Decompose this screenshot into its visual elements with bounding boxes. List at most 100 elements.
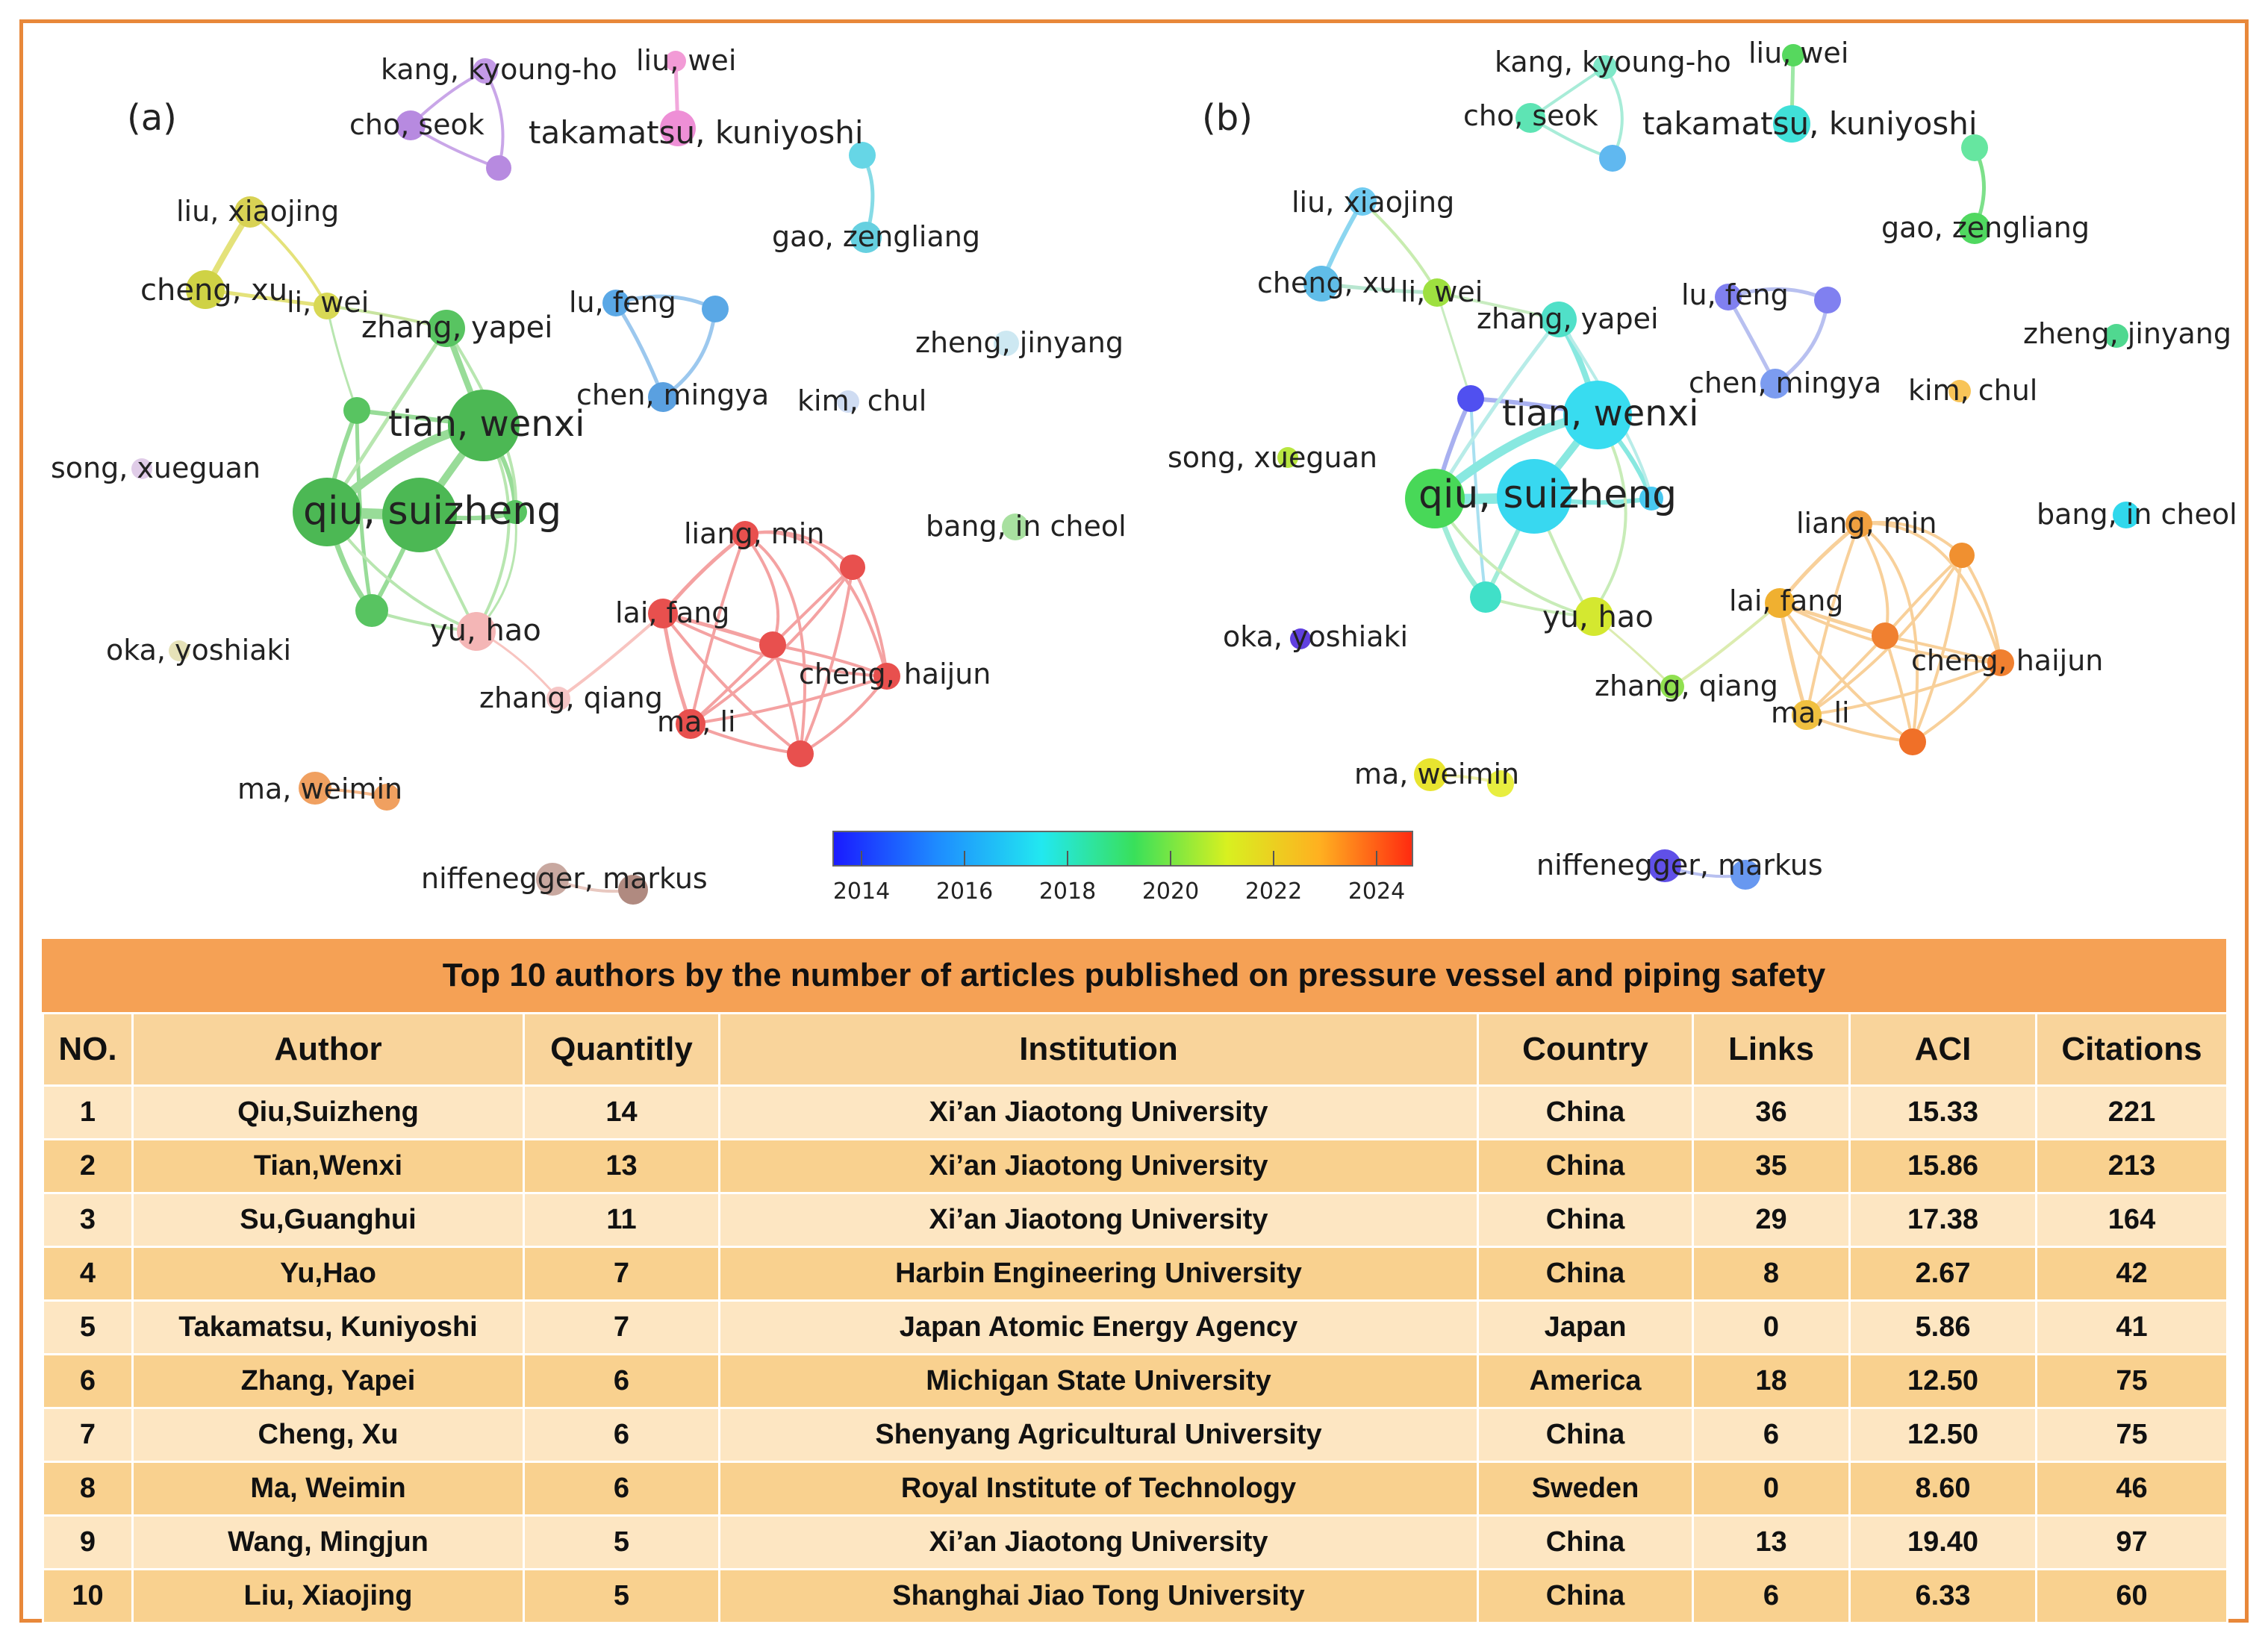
node-zheng-jinyang <box>994 331 1019 356</box>
label-a-lu-feng: lu, feng <box>569 286 676 319</box>
cell-author: Qiu,Suizheng <box>131 1084 525 1140</box>
cell-aci: 2.67 <box>1848 1246 2037 1302</box>
cell-country: China <box>1477 1407 1694 1463</box>
cell-citations: 46 <box>2035 1461 2228 1517</box>
node-b-zhang-qiang <box>1660 675 1684 699</box>
cell-no: 7 <box>42 1407 134 1463</box>
cell-author: Tian,Wenxi <box>131 1138 525 1194</box>
label-b-kang-kyoung-ho: kang, kyoung-ho <box>1495 46 1731 78</box>
colorbar-tick-2020: 2020 <box>1142 878 1199 905</box>
label-a-ma-li: ma, li <box>657 705 736 738</box>
table-row: 7 Cheng, Xu 6 Shenyang Agricultural Univers… <box>42 1407 2228 1463</box>
cell-country: Japan <box>1477 1299 1694 1355</box>
colorbar-tick-2018: 2018 <box>1039 878 1096 905</box>
node-bang-in-cheol <box>1002 513 1029 540</box>
cell-no: 4 <box>42 1246 134 1302</box>
node-b-ma-weimin-partner <box>1487 770 1514 797</box>
label-a-oka-yoshiaki: oka, yoshiaki <box>106 634 291 667</box>
cell-no: 6 <box>42 1353 134 1409</box>
node-b-qiu-suizheng <box>1405 469 1465 528</box>
cell-institution: Michigan State University <box>718 1353 1479 1409</box>
network-b: kang, kyoung-ho liu, wei cho, seok takam… <box>1168 37 2237 890</box>
cell-author: Yu,Hao <box>131 1246 525 1302</box>
cell-citations: 75 <box>2035 1407 2228 1463</box>
cell-links: 29 <box>1692 1192 1851 1248</box>
label-a-kim-chul: kim, chul <box>797 384 926 417</box>
cell-author: Cheng, Xu <box>131 1407 525 1463</box>
label-b-lu-feng: lu, feng <box>1681 278 1789 311</box>
label-b-chen-mingya: chen, mingya <box>1689 366 1881 399</box>
cell-aci: 12.50 <box>1848 1407 2037 1463</box>
cell-institution: Japan Atomic Energy Agency <box>718 1299 1479 1355</box>
label-b-zheng-jinyang: zheng, jinyang <box>2023 317 2231 350</box>
label-a-cheng-xu: cheng, xu <box>140 273 287 308</box>
label-a-niffenegger-markus: niffenegger, markus <box>421 862 708 895</box>
cell-institution: Royal Institute of Technology <box>718 1461 1479 1517</box>
cell-author: Wang, Mingjun <box>131 1514 525 1570</box>
label-b-bang-in-cheol: bang, in cheol <box>2037 498 2237 531</box>
node-green-small-3 <box>355 594 388 627</box>
table-row: 4 Yu,Hao 7 Harbin Engineering University Chi… <box>42 1246 2228 1302</box>
node-b-cyan-small-2 <box>1470 581 1501 613</box>
node-b-cyan-small <box>1639 487 1663 511</box>
label-a-ma-weimin: ma, weimin <box>237 772 402 805</box>
label-b-lai-fang: lai, fang <box>1729 584 1843 617</box>
node-b-ma-weimin <box>1414 758 1447 791</box>
node-liu-wei <box>665 51 686 72</box>
node-zhang-yapei <box>428 310 465 347</box>
node-ma-weimin <box>299 772 331 805</box>
node-cho-seok <box>396 110 426 140</box>
cell-quantity: 5 <box>523 1514 720 1570</box>
cell-no: 2 <box>42 1138 134 1194</box>
cell-quantity: 6 <box>523 1353 720 1409</box>
network-b-links <box>1319 53 2002 878</box>
label-a-gao-zengliang: gao, zengliang <box>772 220 980 253</box>
cell-links: 0 <box>1692 1299 1851 1355</box>
label-b-liu-wei: liu, wei <box>1748 37 1848 69</box>
node-b-cheng-xu <box>1303 266 1339 302</box>
node-b-su-guanghui <box>1497 459 1571 534</box>
header-no: NO. <box>42 1012 134 1087</box>
label-b-niffenegger-markus: niffenegger, markus <box>1536 849 1823 881</box>
label-b-yu-hao: yu, hao <box>1542 600 1654 634</box>
network-figure: (a) (b) <box>51 37 2237 905</box>
node-b-niffenegger-partner <box>1730 860 1760 890</box>
colorbar-tick-2024: 2024 <box>1348 878 1405 905</box>
node-b-gao-zengliang-partner <box>1961 134 1988 161</box>
cell-aci: 12.50 <box>1848 1353 2037 1409</box>
cell-no: 8 <box>42 1461 134 1517</box>
label-b-cheng-haijun: cheng, haijun <box>1911 644 2103 677</box>
panel-a-label: (a) <box>127 97 177 139</box>
header-aci: ACI <box>1848 1012 2037 1087</box>
cell-citations: 97 <box>2035 1514 2228 1570</box>
cell-quantity: 6 <box>523 1407 720 1463</box>
header-institution: Institution <box>718 1012 1479 1087</box>
table-row: 5 Takamatsu, Kuniyoshi 7 Japan Atomic Energ… <box>42 1299 2228 1355</box>
node-li-wei <box>314 293 340 319</box>
label-b-ma-li: ma, li <box>1771 696 1850 729</box>
label-b-oka-yoshiaki: oka, yoshiaki <box>1223 620 1408 653</box>
table-title: Top 10 authors by the number of articles… <box>42 939 2226 1012</box>
label-a-takamatsu-kuniyoshi: takamatsu, kuniyoshi <box>529 114 864 151</box>
table-row: 3 Su,Guanghui 11 Xi’an Jiaotong University C… <box>42 1192 2228 1248</box>
node-chen-mingya <box>648 382 678 412</box>
cell-quantity: 5 <box>523 1568 720 1624</box>
cell-institution: Shanghai Jiao Tong University <box>718 1568 1479 1624</box>
node-b-takamatsu-kuniyoshi <box>1773 105 1810 143</box>
label-b-kim-chul: kim, chul <box>1908 374 2037 407</box>
node-cheng-haijun <box>873 663 900 690</box>
cell-institution: Harbin Engineering University <box>718 1246 1479 1302</box>
node-liu-xiaojing <box>234 196 266 228</box>
node-takamatsu-kuniyoshi <box>660 110 696 146</box>
node-b-kim-chul <box>1948 380 1971 402</box>
cell-quantity: 11 <box>523 1192 720 1248</box>
cell-country: China <box>1477 1568 1694 1624</box>
node-lai-fang <box>648 599 678 628</box>
cell-links: 18 <box>1692 1353 1851 1409</box>
node-b-ma-li <box>1792 700 1822 730</box>
node-b-liu-wei <box>1782 44 1804 66</box>
node-liang-min <box>732 521 758 548</box>
cell-citations: 164 <box>2035 1192 2228 1248</box>
cell-aci: 6.33 <box>1848 1568 2037 1624</box>
cell-links: 6 <box>1692 1407 1851 1463</box>
